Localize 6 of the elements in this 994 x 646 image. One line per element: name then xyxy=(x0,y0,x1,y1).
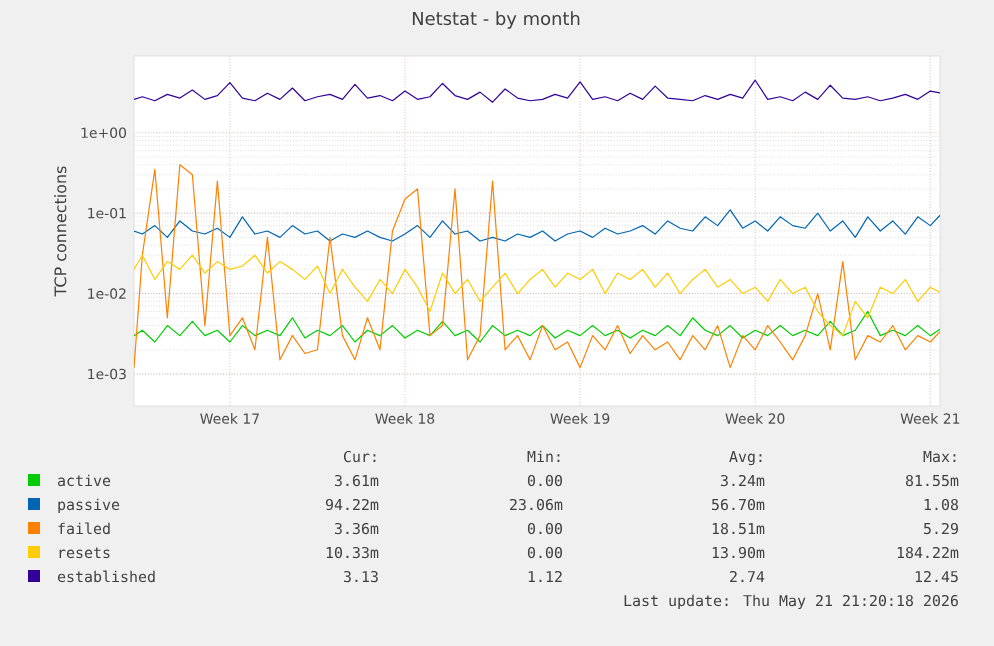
line-series xyxy=(134,254,941,337)
chart-title: Netstat - by month xyxy=(412,11,580,29)
line-series xyxy=(134,209,941,242)
line-series xyxy=(134,164,941,369)
line-series xyxy=(134,79,941,103)
line-series xyxy=(134,310,941,343)
